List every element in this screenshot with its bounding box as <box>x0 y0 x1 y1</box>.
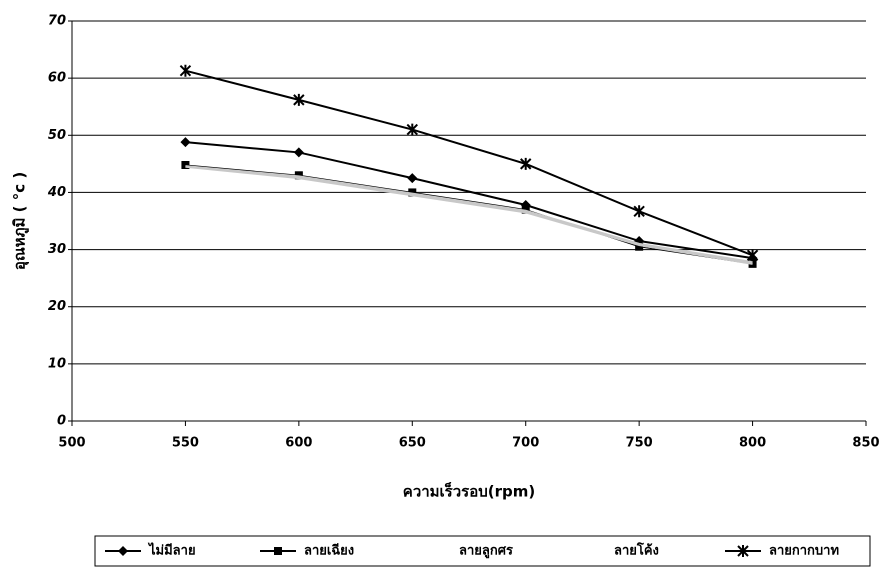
y-tick-label: 0 <box>57 414 66 429</box>
series-line <box>185 164 753 265</box>
marker <box>180 137 191 148</box>
marker <box>293 147 304 158</box>
legend-label: ลายกากบาท <box>769 544 839 559</box>
y-tick-label: 40 <box>47 185 66 200</box>
x-tick-label: 650 <box>399 436 426 451</box>
legend-label: ลายลูกศร <box>459 544 513 559</box>
marker <box>746 249 759 262</box>
marker <box>293 93 305 106</box>
x-tick-label: 500 <box>58 436 85 451</box>
y-tick-label: 50 <box>48 128 66 143</box>
series-line <box>185 165 753 264</box>
marker <box>179 64 192 77</box>
marker <box>406 123 418 136</box>
legend-label: ลายเฉียง <box>304 543 354 559</box>
marker <box>181 161 190 169</box>
x-tick-label: 850 <box>852 436 879 451</box>
legend-marker <box>118 546 128 556</box>
marker <box>635 242 644 251</box>
legend-marker <box>274 547 282 555</box>
legend-marker <box>737 545 749 557</box>
marker <box>408 188 417 197</box>
series-line <box>185 165 753 265</box>
x-tick-label: 600 <box>285 436 312 451</box>
legend-label: ลายโค้ง <box>614 542 659 559</box>
y-tick-label: 60 <box>48 71 66 86</box>
y-tick-label: 30 <box>48 242 66 257</box>
y-tick-label: 20 <box>48 299 66 314</box>
marker <box>294 171 303 180</box>
y-tick-label: 10 <box>48 356 66 371</box>
marker <box>520 157 532 170</box>
legend-box <box>94 535 871 567</box>
legend-label: ไม่มีลาย <box>147 542 196 559</box>
x-tick-label: 800 <box>739 436 766 451</box>
x-tick-label: 700 <box>512 436 539 451</box>
series-line <box>185 69 753 257</box>
x-tick-label: 750 <box>626 436 653 451</box>
marker <box>407 173 418 184</box>
marker <box>521 205 530 214</box>
series-line <box>185 141 753 260</box>
x-axis-title: ความเร็วรอบ(rpm) <box>403 482 535 501</box>
x-tick-label: 550 <box>172 436 199 451</box>
y-axis-title: อุณหภูมิ ( °c ) <box>11 172 30 270</box>
marker <box>633 205 645 218</box>
y-tick-label: 70 <box>48 14 66 29</box>
